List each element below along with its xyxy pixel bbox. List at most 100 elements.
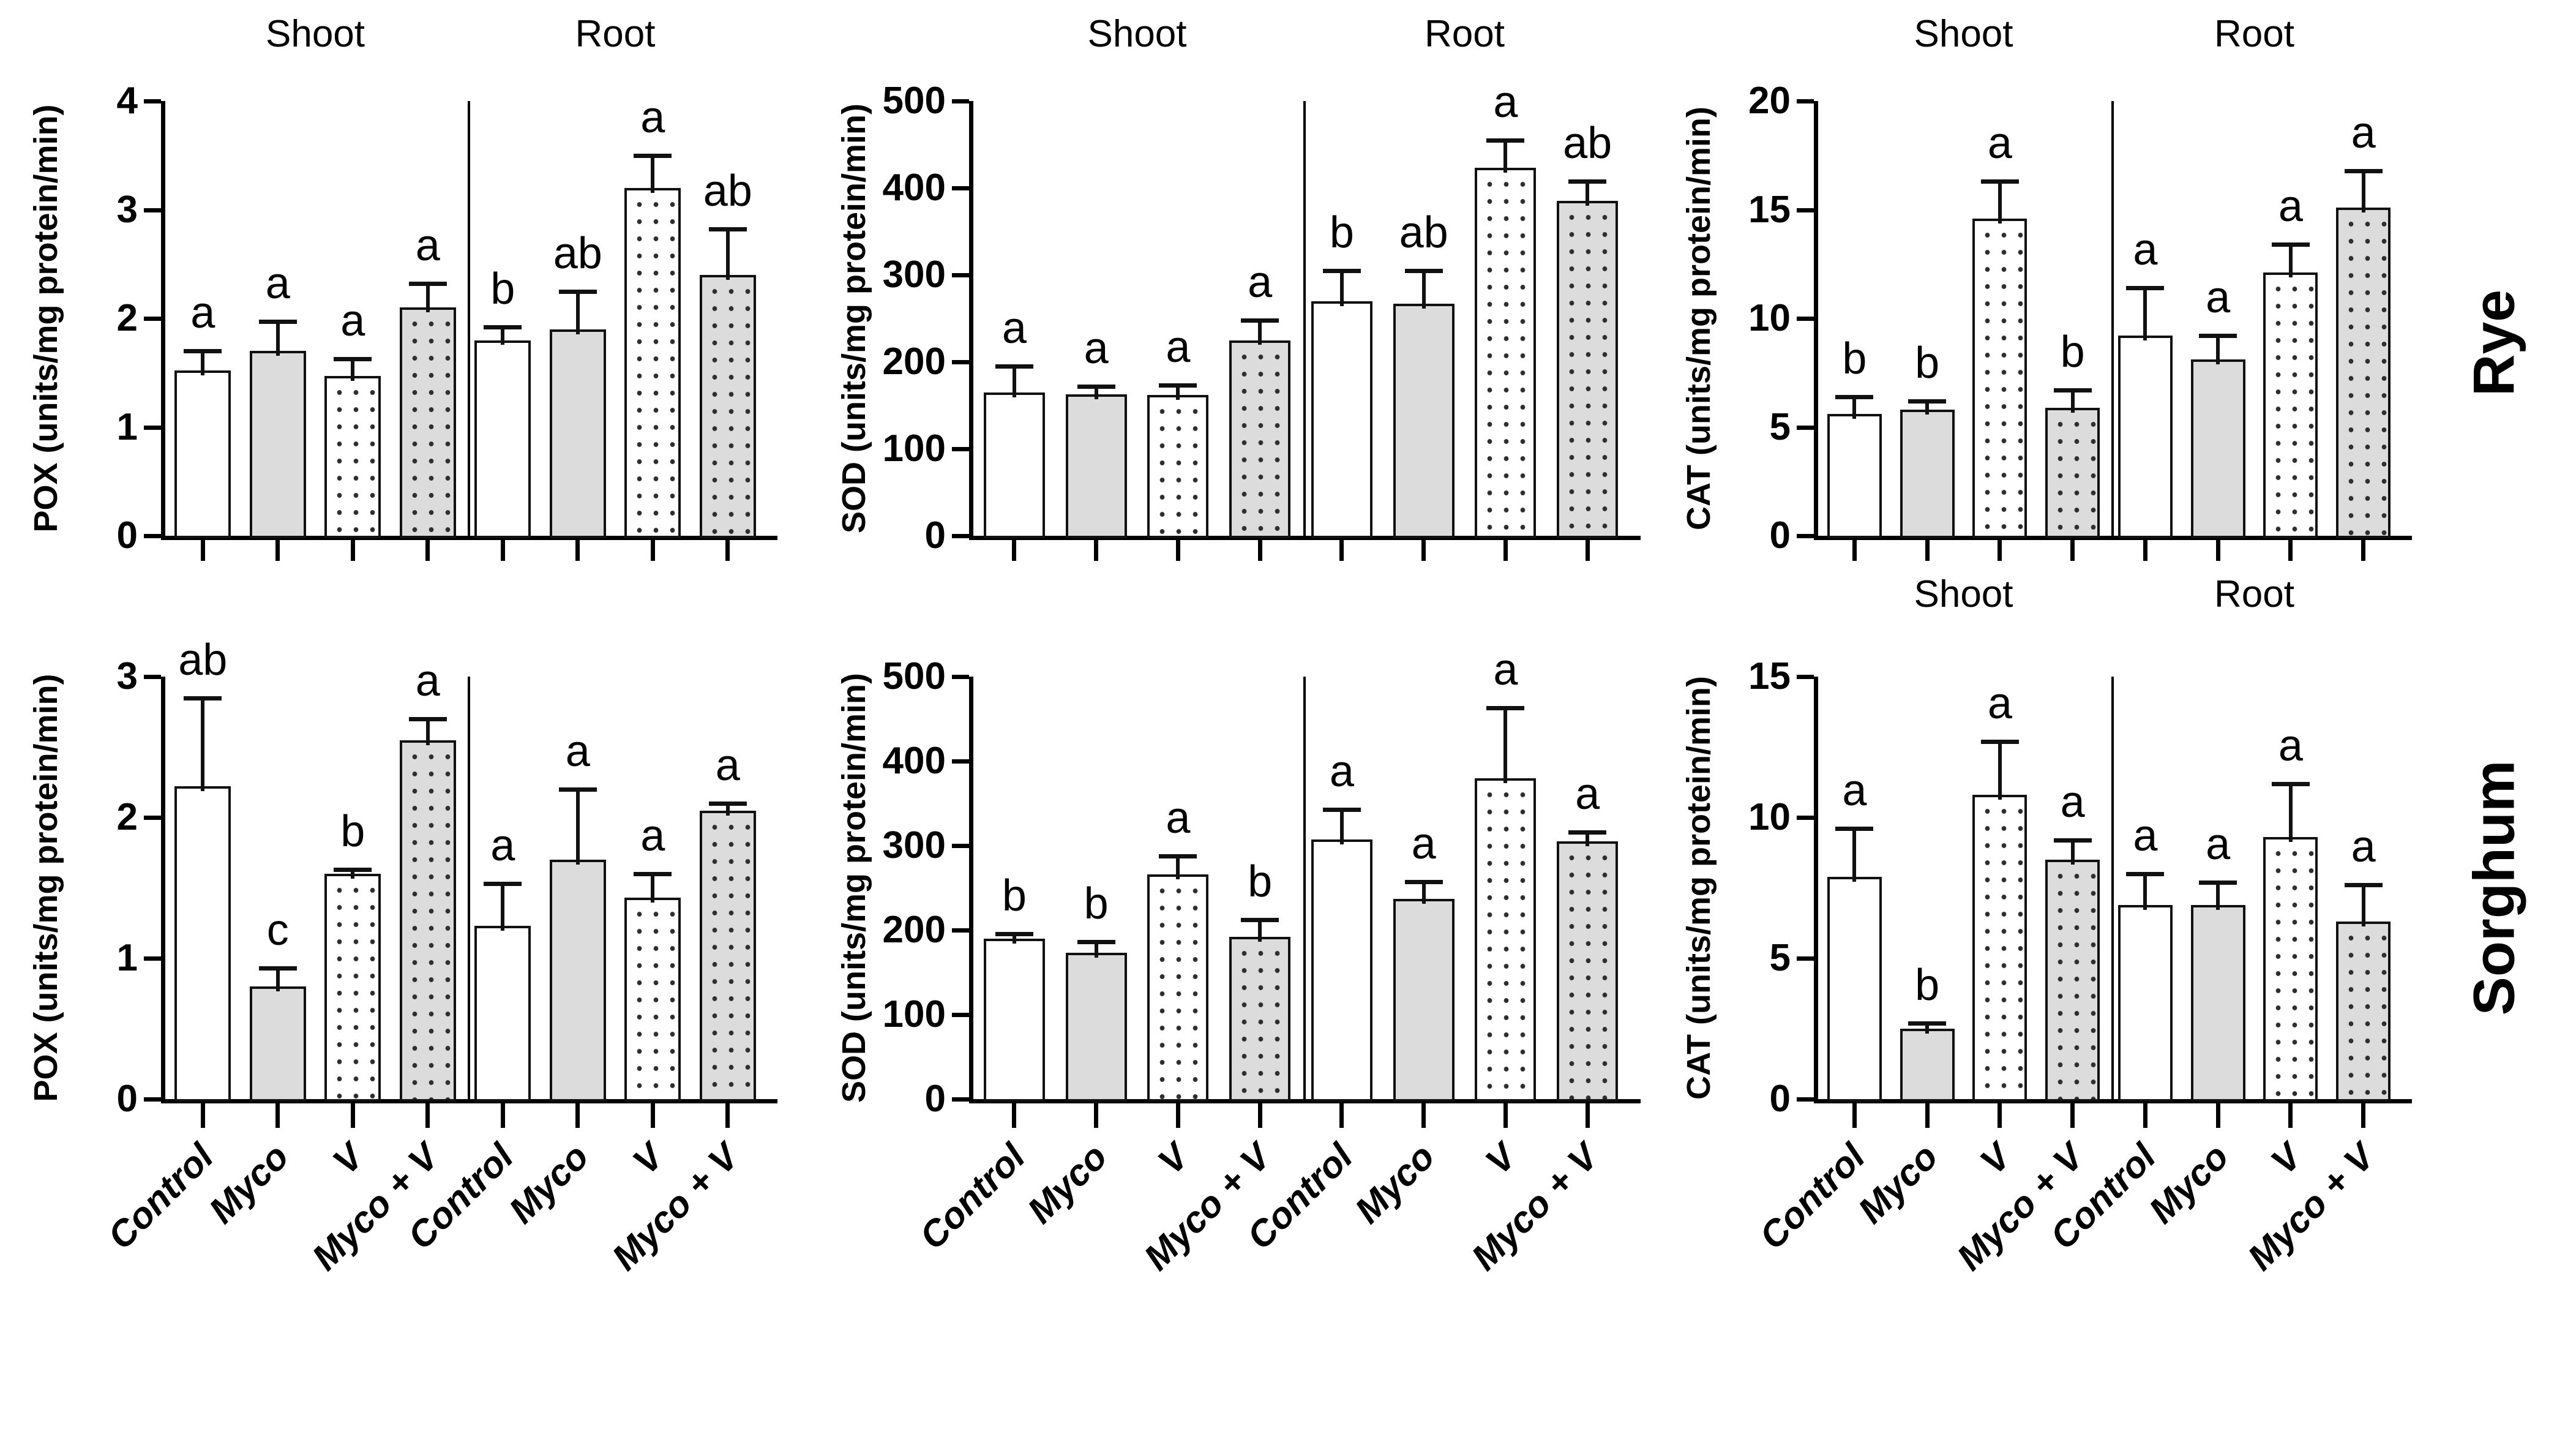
error-bar-line bbox=[351, 869, 355, 879]
bar bbox=[474, 926, 531, 1102]
x-tick bbox=[1585, 540, 1590, 561]
bar bbox=[983, 938, 1045, 1102]
bar bbox=[1147, 874, 1209, 1102]
x-tick bbox=[2361, 540, 2366, 561]
sig-letter: a bbox=[190, 288, 215, 338]
y-tick bbox=[952, 675, 969, 679]
error-bar-cap bbox=[2199, 880, 2237, 885]
error-bar-line bbox=[201, 351, 205, 376]
bar bbox=[249, 986, 306, 1102]
y-tick bbox=[952, 447, 969, 451]
y-tick-label: 1 bbox=[116, 405, 138, 448]
bar bbox=[1393, 898, 1455, 1102]
error-bar-cap bbox=[2126, 286, 2165, 291]
bar bbox=[1900, 410, 1955, 538]
y-tick-label: 4 bbox=[116, 80, 138, 122]
y-tick bbox=[952, 99, 969, 103]
bar bbox=[699, 810, 756, 1102]
x-tick bbox=[1175, 1103, 1180, 1128]
error-bar-cap bbox=[334, 868, 372, 873]
x-tick bbox=[1012, 540, 1017, 561]
x-tick bbox=[1925, 540, 1930, 561]
y-tick-label: 3 bbox=[116, 188, 138, 231]
bar bbox=[624, 188, 681, 538]
x-axis bbox=[969, 536, 1641, 540]
y-tick bbox=[952, 534, 969, 538]
y-tick-label: 200 bbox=[882, 340, 946, 383]
bar bbox=[1147, 394, 1209, 538]
error-bar-cap bbox=[1322, 268, 1361, 273]
bar bbox=[2045, 407, 2100, 538]
sig-letter: a bbox=[2351, 822, 2376, 872]
error-bar-cap bbox=[2199, 334, 2237, 339]
sig-letter: a bbox=[2206, 819, 2231, 869]
error-bar-cap bbox=[558, 289, 597, 294]
error-bar-cap bbox=[708, 802, 747, 806]
error-bar-line bbox=[2143, 874, 2147, 910]
sig-letter: b bbox=[1329, 208, 1354, 257]
bar bbox=[1229, 340, 1291, 538]
bar bbox=[324, 874, 381, 1102]
sig-letter: ab bbox=[1399, 208, 1448, 257]
bar bbox=[1475, 778, 1537, 1102]
y-tick-label: 0 bbox=[924, 1078, 946, 1120]
sig-letter: a bbox=[1987, 119, 2012, 168]
x-tick bbox=[1998, 1103, 2002, 1128]
x-tick bbox=[575, 1103, 580, 1128]
sig-letter: a bbox=[1842, 766, 1867, 816]
bar bbox=[2117, 904, 2173, 1102]
y-axis bbox=[161, 101, 165, 540]
chart-pox-rye: 0 1 2 3 4 POX (units/mg protein/min) Shoot Root… bbox=[28, 13, 777, 561]
error-bar-cap bbox=[1568, 830, 1607, 835]
group-header-shoot: Shoot bbox=[265, 13, 365, 55]
error-bar-line bbox=[2216, 336, 2220, 365]
y-tick bbox=[144, 317, 161, 321]
x-tick bbox=[425, 540, 430, 561]
y-axis-label: CAT (units/mg protein/min) bbox=[1680, 676, 1717, 1100]
sig-letter: b bbox=[1915, 960, 1940, 1010]
error-bar-line bbox=[651, 874, 655, 903]
group-header-shoot: Shoot bbox=[1914, 13, 2013, 55]
y-tick bbox=[144, 675, 161, 679]
error-bar-line bbox=[501, 884, 505, 931]
group-divider bbox=[2111, 677, 2114, 1099]
sig-letter: a bbox=[2351, 108, 2376, 157]
error-bar-cap bbox=[1077, 940, 1115, 945]
error-bar-cap bbox=[484, 882, 522, 887]
x-tick bbox=[500, 540, 505, 561]
group-divider bbox=[1303, 677, 1306, 1099]
y-tick-label: 300 bbox=[882, 824, 946, 866]
sig-letter: a bbox=[415, 656, 440, 705]
y-tick bbox=[1797, 534, 1814, 538]
bar bbox=[1972, 218, 2027, 538]
sig-letter: ab bbox=[178, 635, 228, 685]
y-tick bbox=[1797, 816, 1814, 820]
bar bbox=[1557, 841, 1619, 1102]
sig-letter: a bbox=[715, 741, 740, 790]
bar bbox=[2336, 922, 2391, 1102]
sig-letter: a bbox=[1248, 257, 1273, 307]
x-tick bbox=[650, 540, 655, 561]
y-tick bbox=[1797, 317, 1814, 321]
error-bar-cap bbox=[995, 931, 1033, 936]
x-axis bbox=[1814, 1099, 2412, 1103]
y-tick-label: 3 bbox=[116, 655, 138, 697]
error-bar-line bbox=[1258, 320, 1262, 345]
error-bar-cap bbox=[634, 872, 672, 876]
error-bar-line bbox=[1586, 832, 1590, 847]
y-tick-label: 0 bbox=[1769, 1078, 1791, 1120]
y-tick-label: 300 bbox=[882, 253, 946, 296]
bar bbox=[2263, 272, 2318, 538]
y-tick-label: 0 bbox=[116, 514, 138, 557]
sig-letter: a bbox=[1002, 304, 1027, 353]
error-bar-line bbox=[1339, 270, 1344, 306]
error-bar-line bbox=[1925, 1023, 1930, 1034]
sig-letter: b bbox=[1002, 871, 1027, 920]
x-tick bbox=[725, 1103, 730, 1128]
error-bar-cap bbox=[184, 696, 222, 700]
y-axis bbox=[161, 677, 165, 1103]
y-tick bbox=[952, 1097, 969, 1102]
bar bbox=[1557, 201, 1619, 538]
error-bar-cap bbox=[1241, 918, 1279, 923]
y-tick bbox=[952, 186, 969, 190]
